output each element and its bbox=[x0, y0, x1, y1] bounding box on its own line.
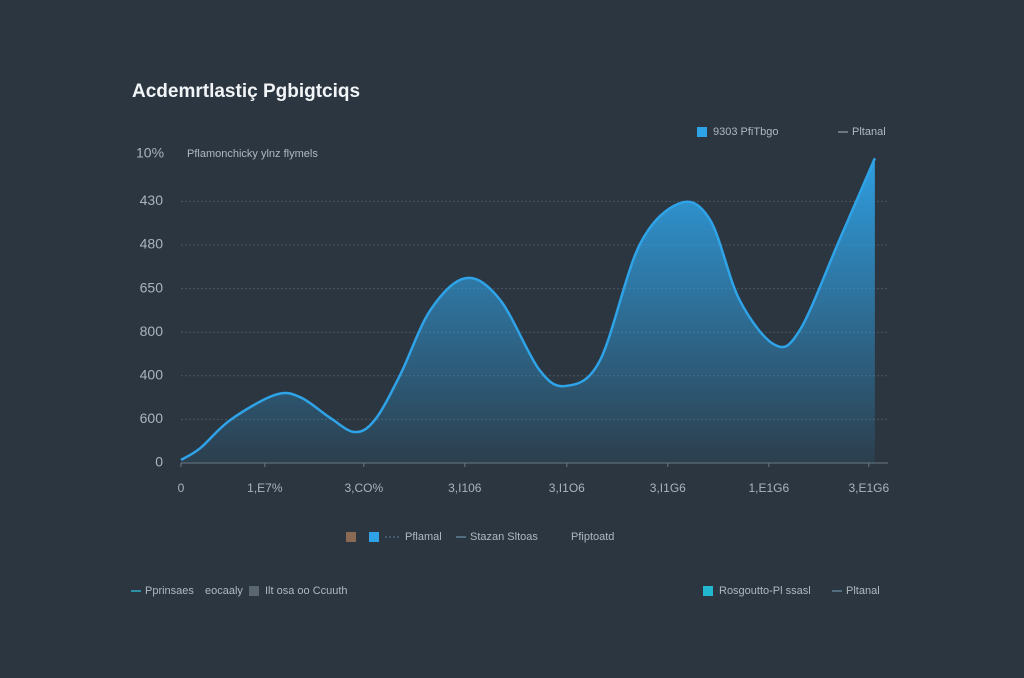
legend-label: Pprinsaes bbox=[145, 585, 194, 597]
legend-label: eocaaly bbox=[205, 585, 243, 597]
legend-label: Pflamal bbox=[405, 531, 442, 543]
x-tick-label: 1,E1G6 bbox=[748, 481, 789, 495]
y-tick-label: 800 bbox=[140, 323, 164, 339]
chart-title: Acdemrtlastiç Pgbigtciqs bbox=[132, 81, 360, 102]
y-tick-label: 0 bbox=[155, 454, 163, 470]
legend-swatch bbox=[249, 586, 259, 596]
y-tick-label: 400 bbox=[140, 367, 164, 383]
legend-swatch bbox=[369, 532, 379, 542]
area-fill bbox=[181, 158, 875, 463]
legend-label: Pfiptoatd bbox=[571, 531, 614, 543]
corner-label: 10% bbox=[136, 145, 164, 161]
y-tick-label: 480 bbox=[140, 236, 164, 252]
x-tick-label: 3,I106 bbox=[448, 481, 482, 495]
x-tick-label: 0 bbox=[178, 481, 185, 495]
x-tick-label: 3,E1G6 bbox=[848, 481, 889, 495]
x-tick-label: 3,I1O6 bbox=[549, 481, 585, 495]
legend-swatch bbox=[697, 127, 707, 137]
legend-label: Pltanal bbox=[846, 585, 880, 597]
x-tick-label: 1,E7% bbox=[247, 481, 283, 495]
legend-label: 9303 PfiTbgo bbox=[713, 126, 778, 138]
y-tick-label: 430 bbox=[140, 192, 164, 208]
x-tick-label: 3,I1G6 bbox=[650, 481, 686, 495]
y-tick-label: 600 bbox=[140, 410, 164, 426]
legend-label: Stazan Sltoas bbox=[470, 531, 538, 543]
y-tick-label: 650 bbox=[140, 279, 164, 295]
area-line bbox=[180, 157, 877, 462]
x-tick-label: 3,CO% bbox=[344, 481, 383, 495]
legend-label: Pltanal bbox=[852, 126, 886, 138]
legend-swatch bbox=[703, 586, 713, 596]
legend-swatch bbox=[346, 532, 356, 542]
subtitle: Pflamonchicky ylnz flymels bbox=[187, 148, 318, 160]
legend-label: Rosgoutto-Pl ssasl bbox=[719, 585, 811, 597]
legend-label: Ilt osa oo Ccuuth bbox=[265, 585, 348, 597]
